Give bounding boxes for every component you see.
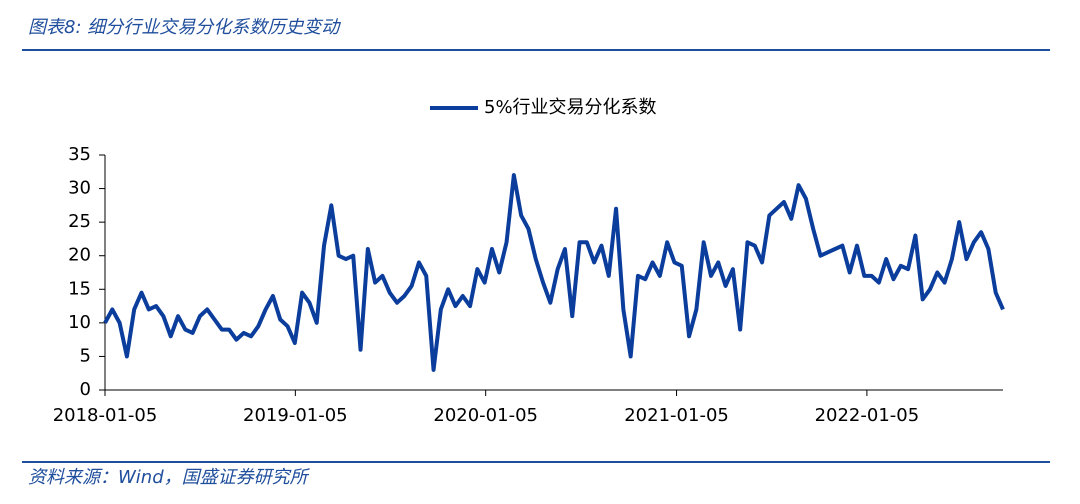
y-tick-label: 25 [68, 211, 91, 232]
y-tick-label: 15 [68, 278, 91, 299]
y-tick-label: 20 [68, 245, 91, 266]
source: 资料来源：Wind，国盛证券研究所 [28, 467, 311, 488]
x-tick-label: 2020-01-05 [433, 405, 538, 426]
series-line [103, 173, 1005, 372]
x-tick-label: 2022-01-05 [815, 405, 920, 426]
chart-title: 图表8: 细分行业交易分化系数历史变动 [28, 17, 341, 38]
y-tick-label: 35 [68, 144, 91, 165]
x-tick-label: 2021-01-05 [624, 405, 729, 426]
y-tick-label: 10 [68, 312, 91, 333]
x-tick-label: 2019-01-05 [243, 405, 348, 426]
x-tick-label: 2018-01-05 [53, 405, 158, 426]
y-tick-label: 30 [68, 178, 91, 199]
legend-label: 5%行业交易分化系数 [484, 97, 657, 118]
y-tick-label: 5 [80, 345, 91, 366]
y-tick-label: 0 [80, 379, 91, 400]
